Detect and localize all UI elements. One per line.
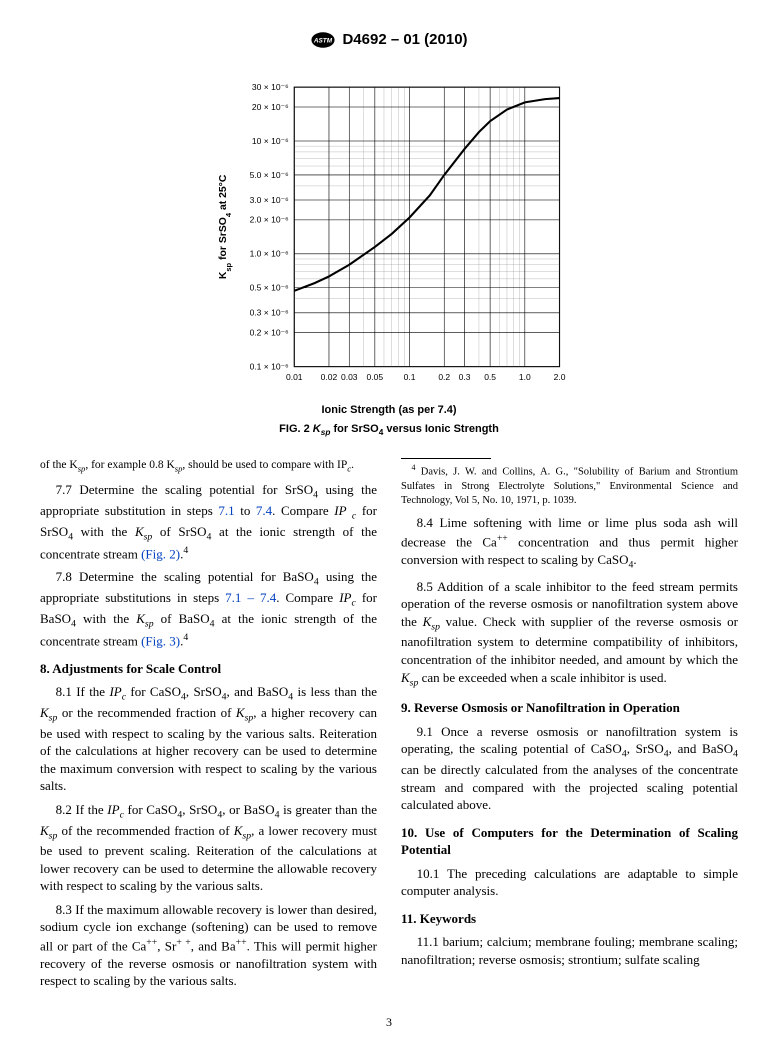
para-8-5: 8.5 Addition of a scale inhibitor to the… [401, 578, 738, 690]
svg-text:0.03: 0.03 [341, 372, 358, 382]
svg-text:0.01: 0.01 [286, 372, 303, 382]
astm-logo-icon: ASTM [310, 31, 336, 49]
svg-text:20 × 10⁻⁶: 20 × 10⁻⁶ [252, 102, 289, 112]
svg-text:3.0 × 10⁻⁶: 3.0 × 10⁻⁶ [250, 194, 289, 204]
svg-text:2.0 × 10⁻⁶: 2.0 × 10⁻⁶ [250, 214, 289, 224]
link-fig-2[interactable]: (Fig. 2) [141, 546, 180, 561]
footnote-rule [401, 458, 491, 459]
x-axis-label: Ionic Strength (as per 7.4) [40, 403, 738, 418]
svg-text:ASTM: ASTM [313, 38, 333, 45]
page-number: 3 [40, 1014, 738, 1030]
svg-text:10 × 10⁻⁶: 10 × 10⁻⁶ [252, 136, 289, 146]
para-11-1: 11.1 barium; calcium; membrane fouling; … [401, 933, 738, 968]
svg-text:1.0 × 10⁻⁶: 1.0 × 10⁻⁶ [250, 248, 289, 258]
doc-id: D4692 – 01 (2010) [342, 30, 467, 50]
para-8-1: 8.1 If the IPc for CaSO4, SrSO4, and BaS… [40, 683, 377, 795]
svg-text:0.2 × 10⁻⁶: 0.2 × 10⁻⁶ [250, 327, 289, 337]
svg-text:0.1: 0.1 [404, 372, 416, 382]
svg-text:0.05: 0.05 [367, 372, 384, 382]
para-8-2: 8.2 If the IPc for CaSO4, SrSO4, or BaSO… [40, 801, 377, 895]
section-8-heading: 8. Adjustments for Scale Control [40, 660, 377, 678]
body-text: of the Ksp, for example 0.8 Ksp, should … [40, 458, 738, 990]
figure-caption: FIG. 2 Ksp for SrSO4 versus Ionic Streng… [40, 422, 738, 438]
footnote-4: 4 Davis, J. W. and Collins, A. G., "Solu… [401, 463, 738, 508]
section-11-heading: 11. Keywords [401, 910, 738, 928]
para-8-3: 8.3 If the maximum allowable recovery is… [40, 901, 377, 990]
link-fig-3[interactable]: (Fig. 3) [141, 633, 180, 648]
svg-text:Ksp for SrSO4 at 25°C: Ksp for SrSO4 at 25°C [218, 174, 233, 279]
section-9-heading: 9. Reverse Osmosis or Nanofiltration in … [401, 699, 738, 717]
svg-text:0.3: 0.3 [459, 372, 471, 382]
svg-text:30 × 10⁻⁶: 30 × 10⁻⁶ [252, 82, 289, 92]
svg-text:0.5: 0.5 [484, 372, 496, 382]
section-10-heading: 10. Use of Computers for the Determinati… [401, 824, 738, 859]
link-7-4[interactable]: 7.4 [256, 503, 272, 518]
page-header: ASTM D4692 – 01 (2010) [40, 30, 738, 54]
svg-text:0.3 × 10⁻⁶: 0.3 × 10⁻⁶ [250, 307, 289, 317]
run-in-line: of the Ksp, for example 0.8 Ksp, should … [40, 458, 377, 475]
figure-2: 0.01 0.020.03 0.05 0.1 0.2 0.3 0.5 1.0 2.0 0.1 × … [40, 69, 738, 439]
para-9-1: 9.1 Once a reverse osmosis or nanofiltra… [401, 723, 738, 814]
link-7-1[interactable]: 7.1 [218, 503, 234, 518]
para-7-8: 7.8 Determine the scaling potential for … [40, 568, 377, 649]
link-7-1-7-4[interactable]: 7.1 – 7.4 [225, 590, 276, 605]
svg-text:1.0: 1.0 [519, 372, 531, 382]
svg-text:0.02: 0.02 [321, 372, 338, 382]
para-8-4: 8.4 Lime softening with lime or lime plu… [401, 514, 738, 571]
para-10-1: 10.1 The preceding calculations are adap… [401, 865, 738, 900]
para-7-7: 7.7 Determine the scaling potential for … [40, 481, 377, 562]
svg-text:0.2: 0.2 [438, 372, 450, 382]
svg-text:0.5 × 10⁻⁶: 0.5 × 10⁻⁶ [250, 282, 289, 292]
svg-text:0.1 × 10⁻⁶: 0.1 × 10⁻⁶ [250, 361, 289, 371]
ksp-chart: 0.01 0.020.03 0.05 0.1 0.2 0.3 0.5 1.0 2.0 0.1 × … [209, 69, 569, 399]
svg-text:2.0: 2.0 [554, 372, 566, 382]
svg-text:5.0 × 10⁻⁶: 5.0 × 10⁻⁶ [250, 169, 289, 179]
